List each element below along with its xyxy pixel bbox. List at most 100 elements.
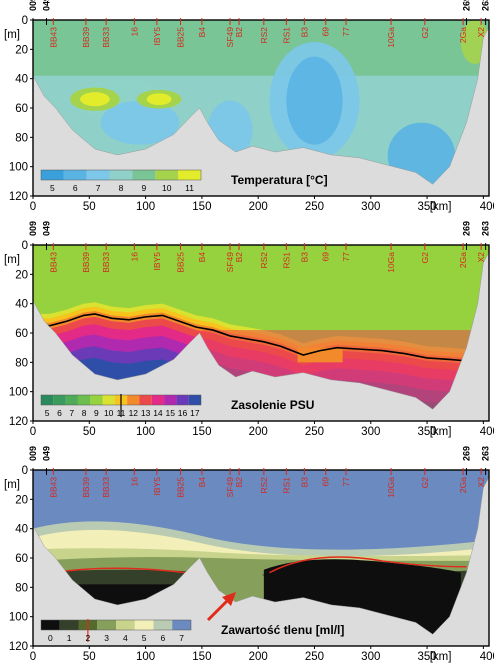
colorbar-label: 3 [104,633,109,643]
station-label: B4 [197,252,207,263]
station-label: 2Ga [458,252,468,268]
station-label: 2Ga [458,27,468,43]
colorbar-swatch [116,620,135,630]
y-tick-label: 80 [15,582,28,594]
colorbar-swatch [90,395,103,405]
x-tick-label: 250 [305,651,324,663]
colorbar-swatch [109,170,133,180]
y-tick-label: 40 [15,524,28,536]
station-label: G2 [420,477,430,489]
station-label: SF49 [225,27,235,48]
station-label: 269 [461,446,471,461]
colorbar-label: 17 [190,408,200,418]
colorbar-swatch [41,395,54,405]
seabed [33,477,489,646]
colorbar-label: 9 [141,183,146,193]
colorbar-swatch [134,620,154,630]
x-tick-label: 300 [361,426,380,438]
y-axis-label: [m] [4,254,20,266]
colorbar-label: 8 [82,408,87,418]
y-tick-label: 100 [9,162,28,174]
colorbar-label: 10 [104,408,114,418]
colorbar-swatch [97,620,116,630]
colorbar-swatch [151,395,165,405]
colorbar-label: 1 [67,633,72,643]
station-label: RS2 [259,252,269,269]
station-label: BB25 [175,27,185,48]
station-label: B4 [197,27,207,38]
y-tick-label: 120 [9,191,28,203]
colorbar-label: 7 [69,408,74,418]
colorbar-label: 14 [153,408,163,418]
x-tick-label: 400 [480,651,494,663]
x-tick-label: 350 [417,201,436,213]
station-label: 049 [42,0,52,11]
seabed [33,252,489,421]
colorbar-swatch [153,620,173,630]
colorbar-label: 6 [73,183,78,193]
colorbar-label: 7 [96,183,101,193]
station-label: RS1 [281,477,291,494]
colorbar-swatch [172,620,191,630]
colorbar-label: 5 [45,408,50,418]
station-label: 69 [321,477,331,487]
station-label: 269 [461,0,471,11]
colorbar-label: 5 [142,633,147,643]
x-axis-unit: [km] [430,426,452,438]
y-axis-label: [m] [4,29,20,41]
seabed [33,27,489,196]
panel-title: Zawartość tlenu [ml/l] [221,623,344,637]
station-label: X2 [476,252,486,263]
station-label: 16 [129,27,139,37]
colorbar-swatch [155,170,179,180]
colorbar-swatch [63,170,87,180]
x-tick-label: 300 [361,201,380,213]
station-label: 77 [341,27,351,37]
x-tick-label: 100 [136,201,155,213]
colorbar-label: 0 [48,633,53,643]
x-tick-label: 150 [192,651,211,663]
annotation-arrow-shaft [206,596,232,622]
station-label: 263 [481,221,491,236]
x-tick-label: 250 [305,201,324,213]
y-tick-label: 60 [15,328,28,340]
station-label: 69 [321,27,331,37]
station-label: B2 [234,27,244,38]
oxygen-2-isoline [53,556,467,574]
station-label: RS2 [259,477,269,494]
station-label: 263 [481,446,491,461]
station-label: BB43 [48,477,58,498]
y-tick-label: 20 [15,494,28,506]
y-tick-label: 40 [15,299,28,311]
y-tick-label: 60 [15,553,28,565]
x-tick-label: 50 [83,651,96,663]
colorbar-swatch [188,395,201,405]
colorbar-swatch [53,395,66,405]
colorbar-frame [40,619,192,631]
y-tick-label: 0 [22,240,28,252]
y-tick-label: 0 [22,15,28,27]
x-tick-label: 300 [361,651,380,663]
station-label: G2 [420,27,430,39]
station-label: 10Ga [386,27,396,48]
temp-region-3 [100,100,180,145]
x-tick-label: 200 [249,426,268,438]
station-label: B3 [299,252,309,263]
station-label: BB33 [101,252,111,273]
station-label: X2 [476,477,486,488]
station-label: 269 [461,221,471,236]
colorbar-swatch [102,395,115,405]
x-tick-label: 150 [192,426,211,438]
station-label: 16 [129,252,139,262]
station-label: RS1 [281,27,291,44]
x-tick-label: 0 [30,651,36,663]
colorbar-swatch [59,620,79,630]
x-axis-unit: [km] [430,651,452,663]
y-tick-label: 0 [22,465,28,477]
station-label: BB33 [101,27,111,48]
